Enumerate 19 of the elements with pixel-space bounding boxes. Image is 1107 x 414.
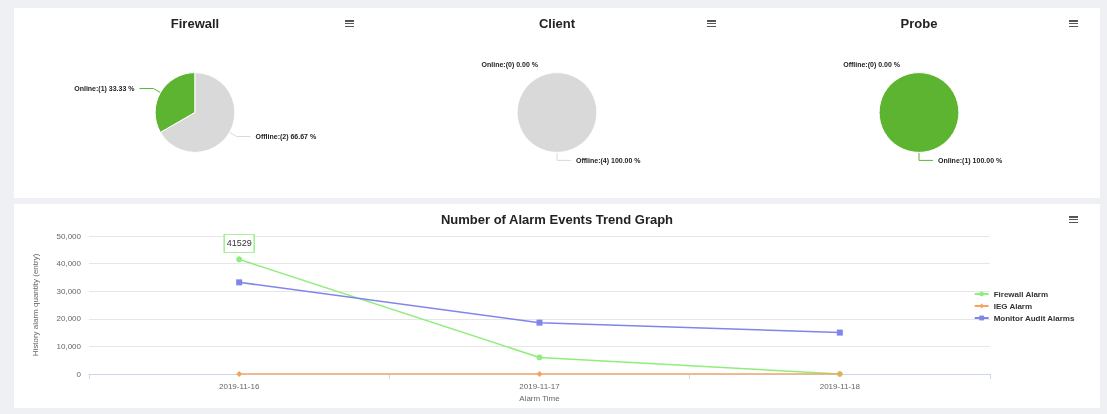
chart-title: Number of Alarm Events Trend Graph — [440, 212, 674, 227]
chart-title: Firewall — [170, 16, 220, 31]
y-tick-label: 30,000 — [56, 286, 82, 296]
x-tick-label: 2019-11-16 — [219, 381, 260, 391]
y-tick-label: 50,000 — [56, 231, 82, 241]
y-tick-label: 40,000 — [56, 259, 82, 269]
chart-title: Client — [538, 16, 576, 31]
x-tick-label: 2019-11-17 — [519, 381, 561, 391]
legend-label: Firewall Alarm — [993, 289, 1049, 299]
x-tick-label: 2019-11-18 — [819, 381, 861, 391]
y-tick-label: 10,000 — [56, 341, 82, 351]
x-axis-title: Alarm Time — [519, 394, 561, 404]
annotation: 41529 — [226, 238, 252, 249]
y-tick-label: 20,000 — [56, 314, 82, 324]
chart-title: Probe — [900, 16, 938, 31]
y-axis-title: History alarm quantity (entry) — [30, 253, 40, 357]
legend-label: IEG Alarm — [993, 301, 1033, 311]
y-tick-label: 0 — [76, 369, 82, 379]
legend-label: Monitor Audit Alarms — [993, 313, 1075, 323]
